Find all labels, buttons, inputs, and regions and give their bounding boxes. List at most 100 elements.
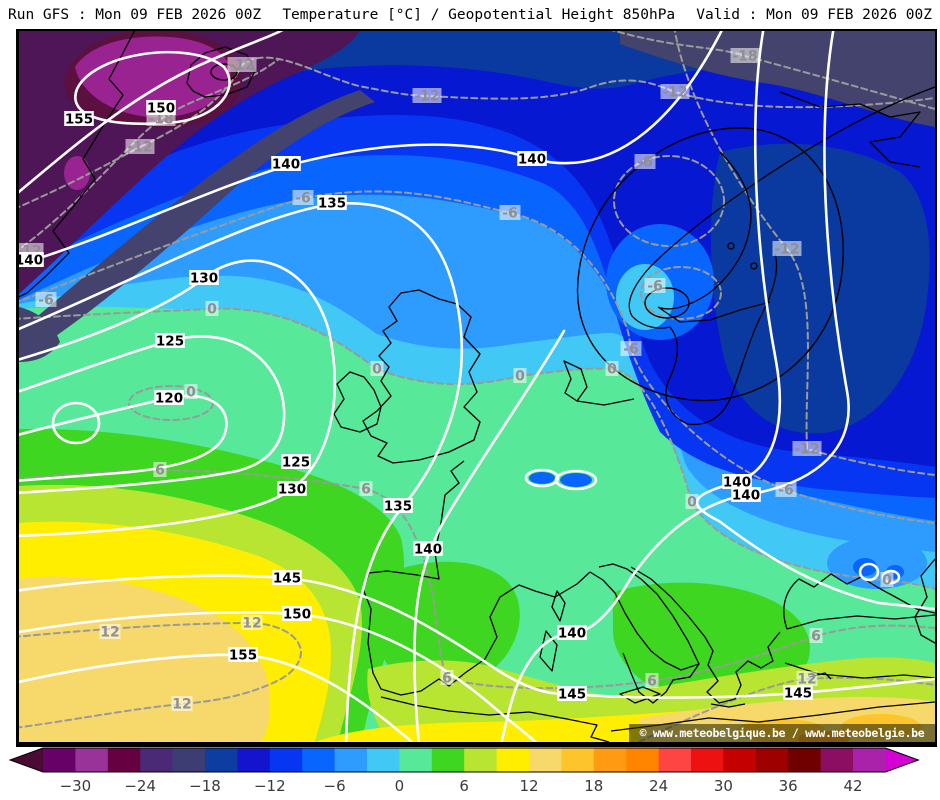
colorbar-tick-label: 36 <box>779 777 798 795</box>
temp-contour-label <box>634 154 656 169</box>
colorbar-segment <box>853 748 886 772</box>
temp-contour-label <box>685 494 699 509</box>
colorbar-left-arrow <box>10 748 43 772</box>
temp-contour-label: 6 <box>361 482 371 498</box>
height-contour-label <box>154 390 184 405</box>
temp-contour-label <box>660 84 690 99</box>
height-contour-label: 140 <box>272 157 300 173</box>
height-contour-label <box>64 111 94 126</box>
temp-contour-label: 0 <box>882 573 892 589</box>
temp-contour-label: 6 <box>155 463 165 479</box>
colorbar-segment <box>237 748 271 772</box>
height-contour-label <box>317 195 347 210</box>
temp-contour-label <box>35 292 57 307</box>
temp-contour-label <box>205 301 219 316</box>
height-contour-label: 150 <box>147 101 175 117</box>
height-contour-label: 150 <box>283 607 311 623</box>
temp-contour-label: 0 <box>372 362 382 378</box>
temp-contour-label: 0 <box>186 385 196 401</box>
temp-contour-label: -6 <box>38 293 54 309</box>
temp-contour-label <box>809 628 823 643</box>
temp-contour-label <box>775 482 797 497</box>
temp-contour-label: 12 <box>242 616 261 632</box>
colorbar-segment <box>691 748 724 772</box>
colorbar-segment <box>496 748 530 772</box>
height-contour-label <box>413 541 443 556</box>
temp-contour-label <box>620 341 642 356</box>
colorbar-segment <box>302 748 335 772</box>
temp-contour-label <box>184 384 198 399</box>
temp-contour-label <box>772 241 802 256</box>
colorbar-segment <box>464 748 497 772</box>
height-contour-label: 140 <box>732 488 760 504</box>
height-contour-label: 130 <box>278 482 306 498</box>
colorbar-segment <box>658 748 692 772</box>
temp-contour-label <box>792 441 822 456</box>
colorbar-tick-label: 0 <box>395 777 405 795</box>
temp-contour-label <box>227 57 257 72</box>
height-contour-label: 130 <box>190 271 218 287</box>
temp-contour-label: 0 <box>515 369 525 385</box>
temp-contour-label <box>153 462 167 477</box>
height-contour-label: 140 <box>518 152 546 168</box>
temp-contour-label: -12 <box>127 140 152 156</box>
colorbar-segment <box>269 748 303 772</box>
temp-contour-label <box>644 278 666 293</box>
temp-contour-label: -6 <box>623 342 639 358</box>
colorbar-tick-label: −18 <box>189 777 221 795</box>
height-contour-label <box>517 151 547 166</box>
height-contour-label <box>557 686 587 701</box>
temp-contour-label: -6 <box>778 483 794 499</box>
colorbar-tick-label: 24 <box>649 777 668 795</box>
colorbar-tick-label: 42 <box>843 777 862 795</box>
height-contour-label: 125 <box>282 455 310 471</box>
height-contour-label: 155 <box>65 112 93 128</box>
valid-label: Valid : Mon 09 FEB 2026 00Z <box>696 6 932 23</box>
temp-contour-label: 12 <box>797 672 816 688</box>
colorbar-segment <box>205 748 238 772</box>
colorbar-tick-label: −30 <box>60 777 92 795</box>
temp-contour-label: 6 <box>647 674 657 690</box>
height-contour-label: 155 <box>229 648 257 664</box>
temp-contour-label: -6 <box>295 191 311 207</box>
temp-contour-label: 0 <box>207 302 217 318</box>
colorbar-tick-label: 12 <box>519 777 538 795</box>
temp-contour-label: -12 <box>414 89 439 105</box>
colorbar-tick-labels: −30 −24 −18 −12 −6 0 6 12 18 24 30 36 42 <box>60 777 863 795</box>
temp-contour-label: -6 <box>647 279 663 295</box>
temp-contour-label: -6 <box>637 155 653 171</box>
colorbar-segment <box>334 748 368 772</box>
height-contour-label <box>722 474 752 489</box>
colorbar-segment <box>431 748 465 772</box>
height-contour-label <box>557 625 587 640</box>
colorbar-segment <box>723 748 757 772</box>
temp-contour-label <box>513 368 527 383</box>
colorbar-segment <box>399 748 433 772</box>
colorbar-segment <box>593 748 627 772</box>
height-contour-label: 135 <box>318 196 346 212</box>
height-contour-label: 120 <box>155 391 183 407</box>
temp-contour-label: -6 <box>502 206 518 222</box>
colorbar-segment <box>529 748 562 772</box>
temp-contour-label <box>412 88 442 103</box>
colorbar-tick-label: −24 <box>124 777 156 795</box>
temp-contour-label <box>499 205 521 220</box>
temp-contour-label <box>730 48 760 63</box>
height-contour-label: 145 <box>273 571 301 587</box>
colorbar-tick-label: 30 <box>714 777 733 795</box>
run-label: Run GFS : Mon 09 FEB 2026 00Z <box>8 6 262 23</box>
height-contour-label <box>271 156 301 171</box>
colorbar-segment <box>172 748 206 772</box>
height-contour-label <box>282 606 312 621</box>
colorbar-segment <box>367 748 400 772</box>
watermark: © www.meteobelgique.be / www.meteobelgie… <box>629 724 935 742</box>
temp-contour-label: -18 <box>148 112 173 128</box>
height-contour-label <box>189 270 219 285</box>
colorbar-segment <box>755 748 789 772</box>
colorbar-right-arrow <box>885 748 919 772</box>
temp-contour-label <box>171 696 193 711</box>
temp-contour-label <box>99 624 121 639</box>
height-contour-label: 145 <box>784 686 812 702</box>
colorbar-tick-label: 18 <box>584 777 603 795</box>
